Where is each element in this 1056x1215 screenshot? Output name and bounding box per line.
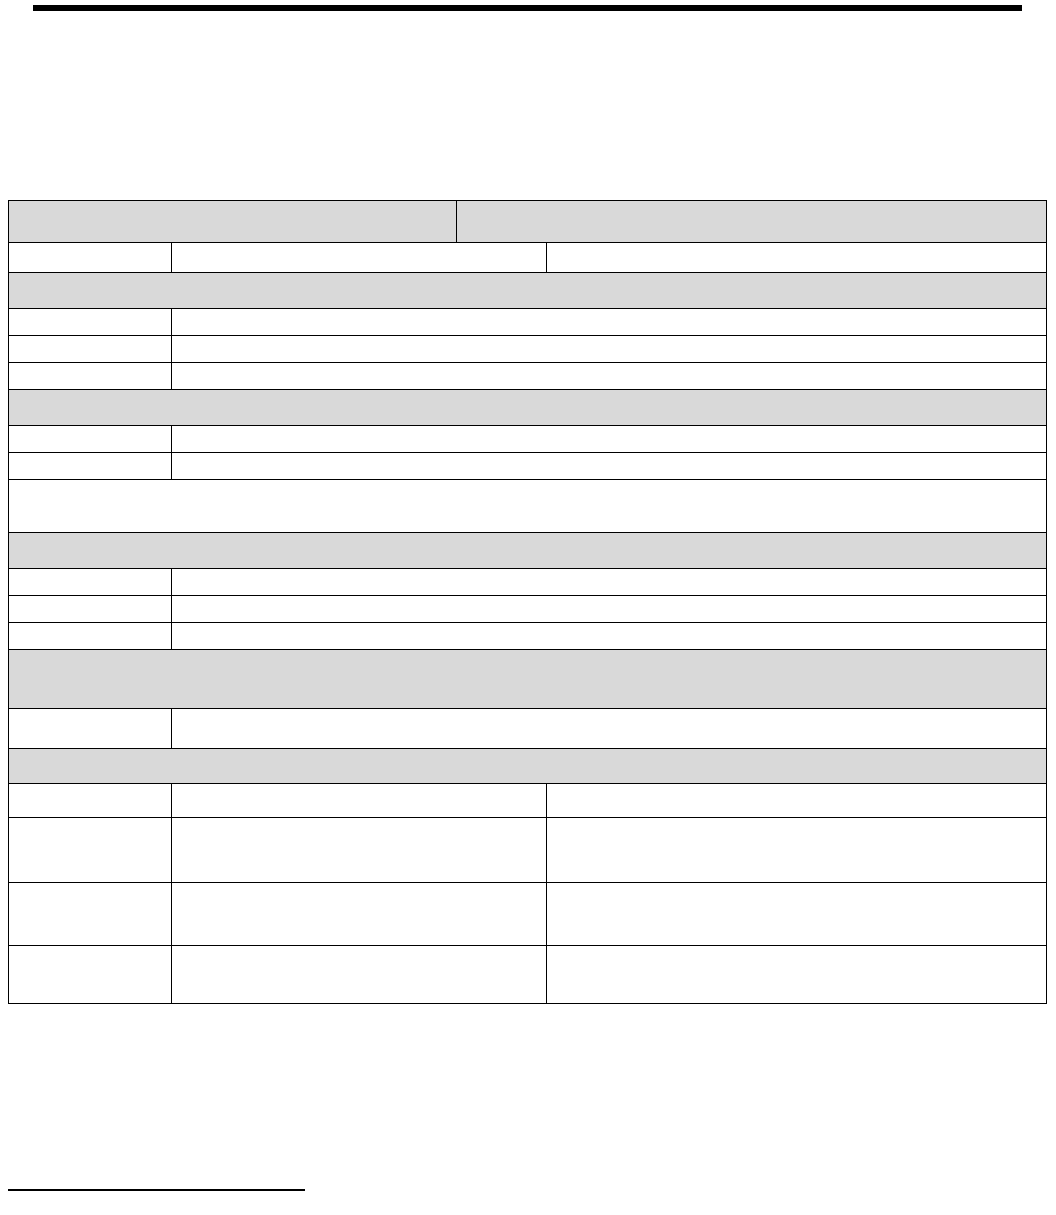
section-header-row-3 bbox=[8, 389, 1047, 426]
form-table-body bbox=[7, 200, 1048, 1004]
data-row-10-cell-2[interactable] bbox=[170, 708, 1048, 749]
notes-row-1-cell-1[interactable] bbox=[8, 479, 1047, 533]
data-row-8 bbox=[8, 595, 1048, 623]
data-row-1-cell-1[interactable] bbox=[8, 242, 172, 273]
section-header-row-6-cell-1 bbox=[8, 748, 1047, 784]
matrix-row-2-cell-2[interactable] bbox=[170, 817, 547, 883]
section-header-row-2-cell-1 bbox=[8, 272, 1047, 309]
data-row-6-cell-1[interactable] bbox=[8, 452, 172, 480]
data-row-4 bbox=[8, 362, 1048, 390]
data-row-8-cell-2[interactable] bbox=[170, 595, 1048, 623]
data-row-2 bbox=[8, 308, 1048, 336]
data-row-2-cell-1[interactable] bbox=[8, 308, 172, 336]
data-row-7-cell-2[interactable] bbox=[170, 568, 1048, 596]
matrix-row-2-cell-3[interactable] bbox=[545, 817, 1048, 883]
matrix-row-2 bbox=[8, 817, 1048, 883]
data-row-9-cell-2[interactable] bbox=[170, 622, 1048, 650]
data-row-3 bbox=[8, 335, 1048, 363]
data-row-6-cell-2[interactable] bbox=[170, 452, 1048, 480]
data-row-4-cell-1[interactable] bbox=[8, 362, 172, 390]
form-table bbox=[7, 200, 1048, 1004]
section-header-row-5 bbox=[8, 649, 1047, 709]
data-row-10-cell-1[interactable] bbox=[8, 708, 172, 749]
data-row-1-cell-3[interactable] bbox=[545, 242, 1048, 273]
data-row-8-cell-1[interactable] bbox=[8, 595, 172, 623]
matrix-row-3-cell-2[interactable] bbox=[170, 882, 547, 946]
data-row-1 bbox=[8, 242, 1048, 273]
data-row-7 bbox=[8, 568, 1048, 596]
data-row-3-cell-2[interactable] bbox=[170, 335, 1048, 363]
section-header-row-6 bbox=[8, 748, 1047, 784]
section-header-row-1-cell-2 bbox=[456, 200, 1047, 243]
matrix-row-4-cell-3[interactable] bbox=[545, 945, 1048, 1004]
data-row-5 bbox=[8, 425, 1048, 453]
running-head-text bbox=[33, 14, 1022, 30]
section-header-row-5-cell-1 bbox=[8, 649, 1047, 709]
matrix-row-4-cell-1[interactable] bbox=[8, 945, 172, 1004]
matrix-row-4 bbox=[8, 945, 1048, 1004]
matrix-row-1-cell-3[interactable] bbox=[545, 783, 1048, 818]
section-header-row-1-cell-1 bbox=[7, 200, 458, 243]
data-row-7-cell-1[interactable] bbox=[8, 568, 172, 596]
header-rule bbox=[33, 5, 1022, 11]
footnote-separator-rule bbox=[8, 1189, 305, 1191]
data-row-9 bbox=[8, 622, 1048, 650]
data-row-2-cell-2[interactable] bbox=[170, 308, 1048, 336]
data-row-5-cell-1[interactable] bbox=[8, 425, 172, 453]
section-header-row-4 bbox=[8, 532, 1047, 569]
section-header-row-4-cell-1 bbox=[8, 532, 1047, 569]
matrix-row-1-cell-2[interactable] bbox=[170, 783, 547, 818]
data-row-9-cell-1[interactable] bbox=[8, 622, 172, 650]
matrix-row-3 bbox=[8, 882, 1048, 946]
matrix-row-1-cell-1[interactable] bbox=[8, 783, 172, 818]
data-row-6 bbox=[8, 452, 1048, 480]
data-row-5-cell-2[interactable] bbox=[170, 425, 1048, 453]
data-row-10 bbox=[8, 708, 1048, 749]
section-header-row-3-cell-1 bbox=[8, 389, 1047, 426]
notes-row-1 bbox=[8, 479, 1047, 533]
matrix-row-4-cell-2[interactable] bbox=[170, 945, 547, 1004]
matrix-row-2-cell-1[interactable] bbox=[8, 817, 172, 883]
data-row-4-cell-2[interactable] bbox=[170, 362, 1048, 390]
section-header-row-2 bbox=[8, 272, 1047, 309]
data-row-1-cell-2[interactable] bbox=[170, 242, 547, 273]
data-row-3-cell-1[interactable] bbox=[8, 335, 172, 363]
matrix-row-3-cell-1[interactable] bbox=[8, 882, 172, 946]
section-header-row-1 bbox=[7, 200, 1047, 243]
matrix-row-3-cell-3[interactable] bbox=[545, 882, 1048, 946]
matrix-row-1 bbox=[8, 783, 1048, 818]
